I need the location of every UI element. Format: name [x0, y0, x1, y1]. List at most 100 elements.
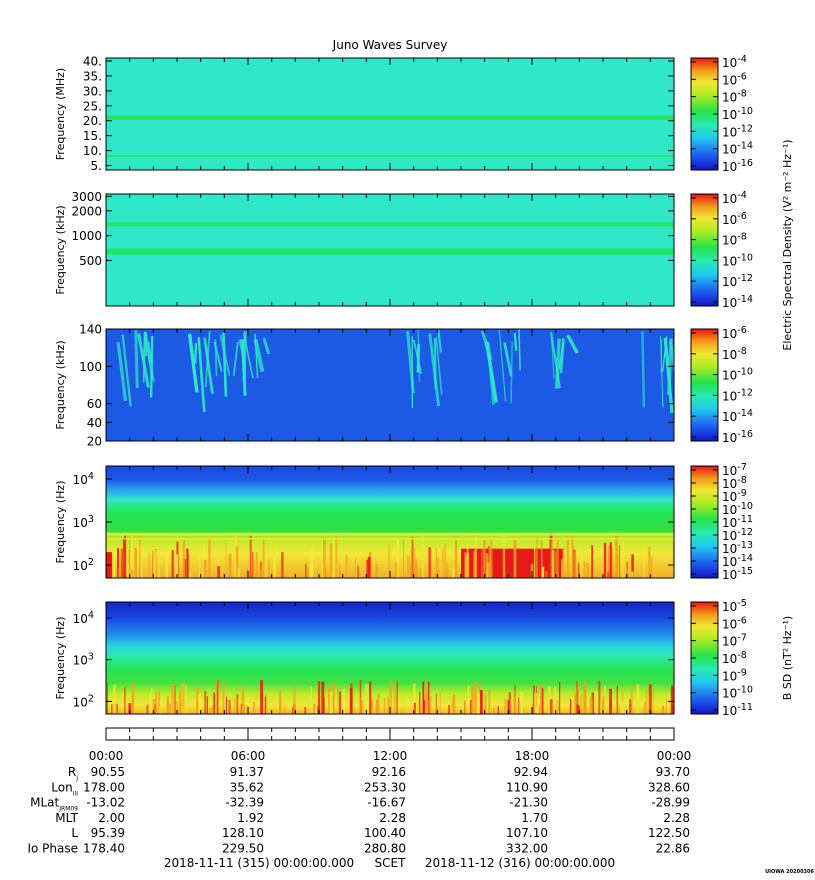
- y-tick-label: 103: [73, 514, 94, 530]
- colorbar-tick-label: 10-6: [722, 71, 747, 87]
- panel-4-burst: [428, 547, 432, 578]
- panel-4-burst: [583, 560, 586, 578]
- panel-4-burst: [346, 554, 348, 578]
- panel-5-burst: [486, 704, 489, 714]
- panel-5-burst: [306, 706, 309, 714]
- panel-3-feature-2-streak: [253, 338, 265, 373]
- panel-5-burst: [113, 685, 116, 714]
- panel-4-burst: [444, 543, 447, 578]
- panel-5-burst: [206, 696, 208, 714]
- panel-5-burst: [493, 707, 495, 714]
- panel-5-burst: [157, 690, 161, 714]
- panel-4-burst: [650, 556, 653, 578]
- panel-5-burst: [217, 680, 219, 714]
- panel-4-burst: [538, 563, 541, 578]
- y-tick-label: 15.: [83, 129, 102, 143]
- panel-5-burst: [439, 691, 441, 714]
- panel-5-burst: [310, 686, 313, 714]
- panel-5-burst: [427, 700, 429, 714]
- panel-5-burst: [396, 680, 398, 714]
- panel-5-burst: [576, 703, 579, 714]
- panel-5-burst: [423, 693, 427, 714]
- y-tick-label: 2000: [71, 204, 102, 218]
- panel-5-burst: [215, 680, 219, 714]
- panel-5-burst: [603, 685, 606, 714]
- ephemeris-row-label: RJ: [68, 765, 78, 782]
- panel-4-burst: [621, 541, 625, 578]
- panel-4-background: [106, 466, 674, 578]
- panel-4-burst: [366, 559, 370, 578]
- y-tick-label: 104: [73, 471, 94, 487]
- panel-4-burst: [237, 568, 240, 578]
- panel-2-feature-1: [106, 222, 674, 227]
- y-axis-label: Frequency (kHz): [54, 205, 67, 294]
- panel-3-feature-4-streak: [498, 330, 507, 402]
- panel-4-burst: [509, 559, 513, 578]
- panel-4-burst: [562, 546, 565, 578]
- panel-5-burst: [233, 698, 236, 714]
- panel-4-burst: [217, 566, 220, 578]
- panel-5-burst: [342, 688, 346, 714]
- panel-5-burst: [328, 685, 330, 714]
- panel-5-burst: [513, 690, 516, 714]
- ephemeris-value: -16.67: [367, 796, 406, 810]
- panel-5-burst: [241, 686, 245, 714]
- panel-5-burst: [149, 694, 152, 714]
- panel-4-burst: [305, 563, 307, 578]
- panel-4-burst: [483, 537, 485, 578]
- panel-5-burst: [150, 688, 153, 714]
- panel-4-burst: [552, 549, 555, 578]
- panel-4-burst: [454, 540, 458, 578]
- panel-4-burst: [422, 535, 424, 578]
- panel-4-burst: [260, 569, 263, 578]
- panel-4-burst: [252, 560, 255, 578]
- panel-4-burst: [489, 558, 492, 578]
- panel-5-burst: [531, 704, 534, 714]
- colorbar-tick-label: 10-4: [722, 54, 747, 70]
- panel-5-burst: [375, 699, 379, 714]
- panel-4-burst: [466, 543, 469, 578]
- panel-5-burst: [548, 695, 550, 714]
- panel-5-burst: [155, 692, 157, 714]
- panel-5-burst: [470, 700, 473, 714]
- ephemeris-value: -13.02: [86, 796, 125, 810]
- panel-5-burst: [318, 680, 321, 714]
- panel-4-burst: [246, 567, 249, 578]
- colorbar-tick-label: 10-10: [722, 252, 753, 268]
- panel-4-burst: [307, 567, 309, 578]
- ephemeris-value: -21.30: [509, 796, 548, 810]
- panel-5-burst: [209, 707, 212, 714]
- panel-4-burst: [411, 536, 414, 578]
- panel-4-line-emission: [106, 532, 674, 536]
- panel-4-burst: [112, 559, 116, 578]
- ephemeris-value: -32.39: [225, 796, 264, 810]
- panel-5-burst: [370, 699, 374, 714]
- panel-4-burst: [615, 535, 618, 578]
- panel-4-burst: [578, 563, 580, 578]
- panel-3-feature-1-streak: [116, 342, 128, 402]
- panel-5-burst: [520, 691, 524, 714]
- panel-1-image: [106, 58, 674, 170]
- panel-4-burst: [416, 565, 418, 578]
- colorbar-tick-label: 10-6: [722, 325, 747, 341]
- panel-3-feature-1-streak: [134, 330, 139, 388]
- panel-5-burst: [423, 699, 425, 714]
- ephemeris-value: 1.70: [521, 811, 548, 825]
- panel-5-burst: [106, 682, 108, 714]
- panel-5-burst: [447, 705, 451, 714]
- panel-5-burst: [132, 682, 135, 714]
- panel-4-burst: [435, 547, 437, 578]
- panel-3-feature-5-streak: [549, 331, 561, 389]
- panel-5-burst: [389, 680, 393, 714]
- panel-5-burst: [178, 691, 182, 714]
- panel-5-burst: [643, 702, 646, 714]
- panel-5-burst: [534, 692, 538, 714]
- panel-4-burst: [626, 568, 628, 578]
- ephemeris-value: 2.28: [379, 811, 406, 825]
- panel-5-burst: [514, 697, 517, 714]
- colorbar-tick-label: 10-10: [722, 685, 753, 701]
- panel-5-burst: [556, 691, 559, 714]
- panel-5-burst: [471, 686, 474, 714]
- panel-5-burst: [350, 683, 353, 714]
- panel-3-feature-5-streak: [566, 334, 579, 354]
